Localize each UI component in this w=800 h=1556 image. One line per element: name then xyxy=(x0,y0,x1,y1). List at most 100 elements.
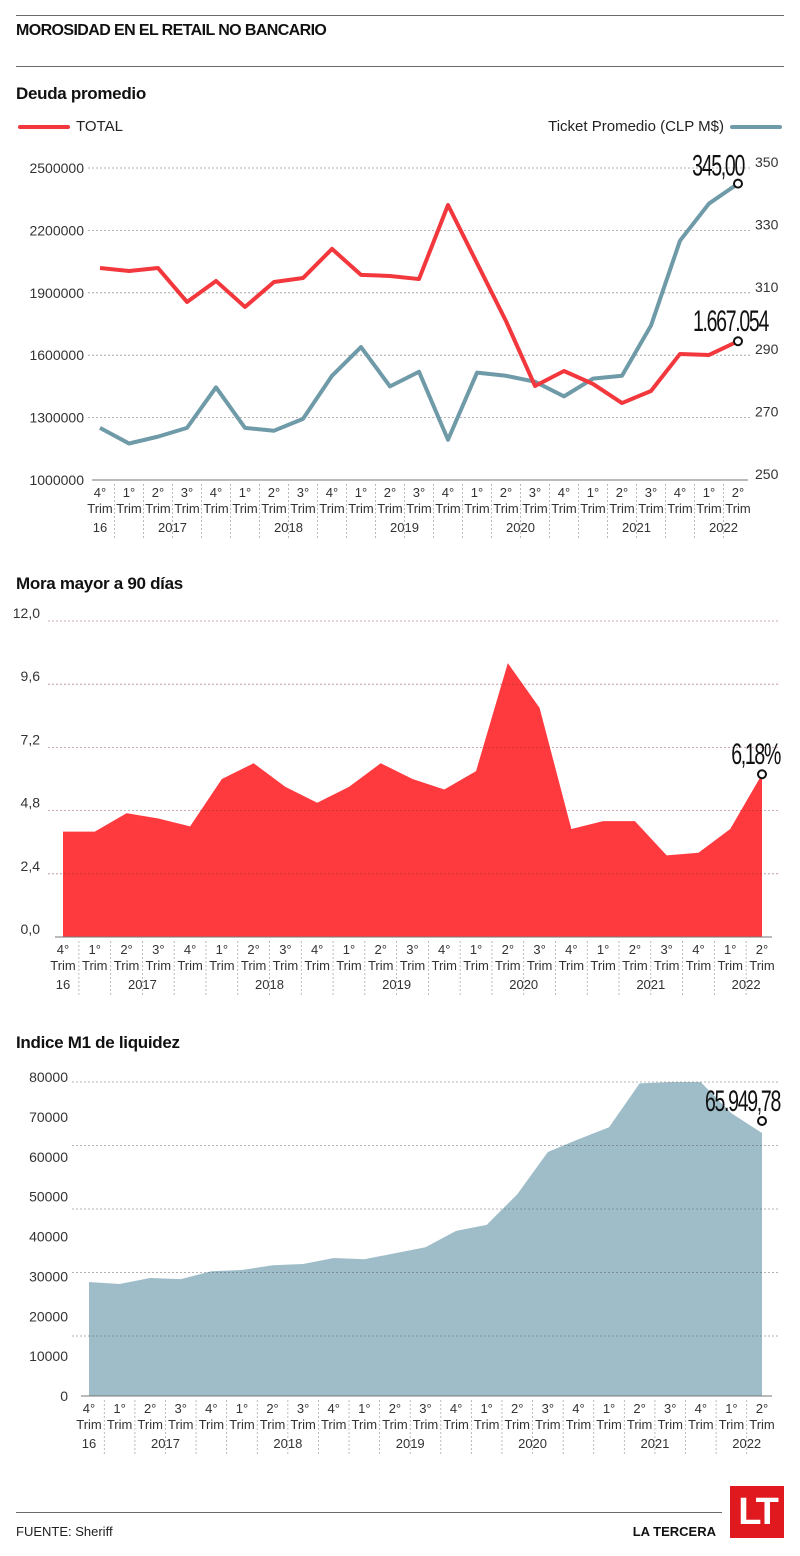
x-tick-trim: Trim xyxy=(87,501,113,516)
x-tick-trim: Trim xyxy=(400,958,426,973)
x-tick-trim: Trim xyxy=(688,1417,714,1432)
legend-ticket-label: Ticket Promedio (CLP M$) xyxy=(548,118,724,135)
x-tick-quarter: 2° xyxy=(756,1401,768,1416)
chart3-title: Indice M1 de liquidez xyxy=(16,1033,180,1052)
y-right-tick: 350 xyxy=(755,154,779,170)
x-tick-quarter: 3° xyxy=(297,485,309,500)
x-year-label: 2020 xyxy=(506,520,535,535)
brand-logo: LT xyxy=(730,1486,784,1538)
x-tick-quarter: 1° xyxy=(471,485,483,500)
x-tick-trim: Trim xyxy=(321,1417,347,1432)
x-tick-quarter: 1° xyxy=(603,1401,615,1416)
x-tick-quarter: 2° xyxy=(120,942,132,957)
chart-m1-liquidez: 80000 70000 60000 50000 40000 30000 20000 10000… xyxy=(29,1069,782,1454)
mora-annotation: 6,18% xyxy=(731,738,781,771)
x-tick-trim: Trim xyxy=(177,958,203,973)
x-tick-trim: Trim xyxy=(686,958,712,973)
x-tick-trim: Trim xyxy=(174,501,200,516)
x-tick-quarter: 1° xyxy=(343,942,355,957)
x-tick-quarter: 2° xyxy=(633,1401,645,1416)
mora-end-marker xyxy=(757,769,767,780)
x-tick-trim: Trim xyxy=(336,958,362,973)
x-tick-quarter: 4° xyxy=(328,1401,340,1416)
total-annotation: 1.667.054 xyxy=(693,305,769,338)
x-tick-quarter: 4° xyxy=(572,1401,584,1416)
x-tick-quarter: 1° xyxy=(480,1401,492,1416)
title-rule xyxy=(16,66,784,67)
x-tick-trim: Trim xyxy=(319,501,345,516)
x-tick-trim: Trim xyxy=(696,501,722,516)
x-tick-quarter: 2° xyxy=(616,485,628,500)
x-tick-trim: Trim xyxy=(229,1417,255,1432)
x-tick-trim: Trim xyxy=(406,501,432,516)
total-end-marker xyxy=(733,336,743,347)
x-tick-trim: Trim xyxy=(749,1417,775,1432)
x-tick-trim: Trim xyxy=(382,1417,408,1432)
x-tick-trim: Trim xyxy=(145,501,171,516)
x-tick-quarter: 2° xyxy=(268,485,280,500)
y-left-tick: 1000000 xyxy=(29,472,84,488)
x-tick-trim: Trim xyxy=(622,958,648,973)
x-year-label: 2018 xyxy=(255,977,284,992)
x-tick-quarter: 2° xyxy=(389,1401,401,1416)
x-year-label: 2019 xyxy=(396,1436,425,1451)
y-tick: 50000 xyxy=(29,1189,68,1205)
x-tick-trim: Trim xyxy=(493,501,519,516)
x-tick-quarter: 1° xyxy=(470,942,482,957)
x-year-label: 2021 xyxy=(636,977,665,992)
x-tick-trim: Trim xyxy=(505,1417,531,1432)
y-tick: 80000 xyxy=(29,1069,68,1085)
series-ticket-line xyxy=(99,181,740,446)
x-tick-quarter: 2° xyxy=(247,942,259,957)
chart2-title: Mora mayor a 90 días xyxy=(16,574,183,593)
m1-annotation: 65.949,78 xyxy=(705,1085,781,1118)
y-tick: 0,0 xyxy=(21,921,41,937)
x-tick-trim: Trim xyxy=(638,501,664,516)
y-left-tick: 2500000 xyxy=(29,160,84,176)
x-tick-trim: Trim xyxy=(474,1417,500,1432)
x-tick-trim: Trim xyxy=(232,501,258,516)
y-left-tick: 1900000 xyxy=(29,285,84,301)
x-tick-trim: Trim xyxy=(199,1417,225,1432)
mora-area xyxy=(63,663,762,937)
x-tick-quarter: 3° xyxy=(297,1401,309,1416)
x-tick-trim: Trim xyxy=(717,958,743,973)
x-tick-quarter: 2° xyxy=(511,1401,523,1416)
x-tick-trim: Trim xyxy=(50,958,76,973)
top-rule xyxy=(16,15,784,16)
legend-ticket: Ticket Promedio (CLP M$) xyxy=(548,118,782,135)
x-year-label: 16 xyxy=(93,520,107,535)
x-year-label: 2021 xyxy=(640,1436,669,1451)
x-tick-quarter: 3° xyxy=(533,942,545,957)
x-tick-trim: Trim xyxy=(413,1417,439,1432)
x-tick-trim: Trim xyxy=(464,501,490,516)
x-tick-trim: Trim xyxy=(463,958,489,973)
x-tick-trim: Trim xyxy=(522,501,548,516)
x-tick-quarter: 3° xyxy=(660,942,672,957)
chart1-title: Deuda promedio xyxy=(16,84,146,103)
x-tick-trim: Trim xyxy=(82,958,108,973)
x-tick-trim: Trim xyxy=(527,958,553,973)
x-tick-quarter: 4° xyxy=(450,1401,462,1416)
x-tick-trim: Trim xyxy=(443,1417,469,1432)
x-tick-quarter: 2° xyxy=(756,942,768,957)
x-tick-trim: Trim xyxy=(627,1417,653,1432)
y-left-tick: 2200000 xyxy=(29,222,84,238)
x-tick-quarter: 2° xyxy=(152,485,164,500)
x-tick-trim: Trim xyxy=(76,1417,102,1432)
x-tick-quarter: 3° xyxy=(406,942,418,957)
x-tick-quarter: 2° xyxy=(375,942,387,957)
x-tick-quarter: 2° xyxy=(384,485,396,500)
x-tick-quarter: 1° xyxy=(113,1401,125,1416)
x-tick-trim: Trim xyxy=(116,501,142,516)
x-tick-quarter: 4° xyxy=(692,942,704,957)
x-tick-trim: Trim xyxy=(241,958,267,973)
x-tick-trim: Trim xyxy=(495,958,521,973)
y-right-tick: 270 xyxy=(755,404,779,420)
x-tick-trim: Trim xyxy=(657,1417,683,1432)
ticket-annotation: 345,00 xyxy=(692,150,745,183)
x-tick-quarter: 4° xyxy=(438,942,450,957)
x-tick-trim: Trim xyxy=(146,958,172,973)
x-year-label: 2020 xyxy=(509,977,538,992)
x-year-label: 2018 xyxy=(273,1436,302,1451)
